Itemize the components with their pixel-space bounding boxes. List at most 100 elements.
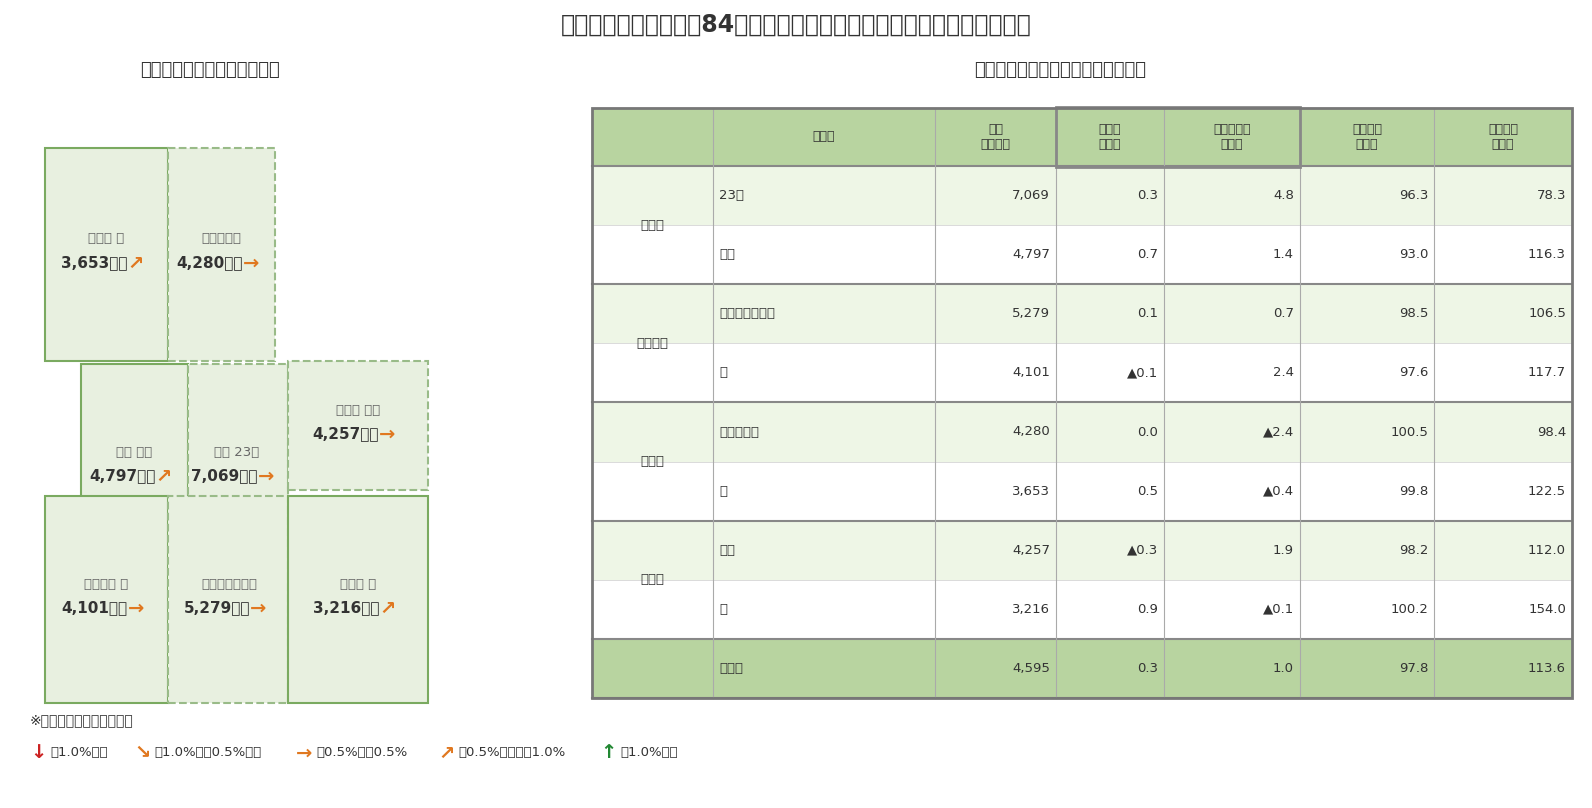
Text: →: →: [379, 424, 395, 444]
Bar: [167, 496, 288, 703]
Text: 東京 23区: 東京 23区: [213, 445, 259, 458]
Bar: [592, 402, 1571, 461]
Text: ↗: ↗: [156, 466, 172, 486]
Text: 0.5: 0.5: [1137, 485, 1157, 498]
Bar: [592, 580, 1571, 639]
Text: 前年同月比
（％）: 前年同月比 （％）: [1213, 123, 1251, 151]
Text: 113.6: 113.6: [1528, 662, 1567, 675]
Text: 0.3: 0.3: [1137, 662, 1157, 675]
Text: 0.7: 0.7: [1274, 307, 1294, 320]
Text: ↗: ↗: [438, 743, 455, 763]
Text: 埼玉県 他: 埼玉県 他: [89, 233, 124, 246]
Text: 西部: 西部: [720, 544, 736, 557]
Text: ▲0.3: ▲0.3: [1127, 544, 1157, 557]
Text: 122.5: 122.5: [1528, 485, 1567, 498]
Text: 土地面積
（㎡）: 土地面積 （㎡）: [1489, 123, 1519, 151]
Text: 4,280万円: 4,280万円: [177, 255, 242, 271]
Text: 100.2: 100.2: [1390, 603, 1428, 616]
Text: 他: 他: [720, 366, 728, 380]
Text: さいたま市: さいたま市: [720, 426, 759, 439]
Bar: [592, 343, 1571, 402]
Text: 106.5: 106.5: [1528, 307, 1567, 320]
Text: ▲0.1: ▲0.1: [1262, 603, 1294, 616]
Text: 97.8: 97.8: [1399, 662, 1428, 675]
Bar: [45, 496, 167, 703]
Text: ↗: ↗: [127, 254, 145, 272]
Text: 首都國: 首都國: [720, 662, 743, 675]
Bar: [592, 108, 1571, 698]
Bar: [167, 148, 275, 361]
Text: 建物面積
（㎡）: 建物面積 （㎡）: [1352, 123, 1382, 151]
Text: 96.3: 96.3: [1399, 189, 1428, 202]
Text: ▲2.4: ▲2.4: [1262, 426, 1294, 439]
Bar: [592, 461, 1571, 520]
Bar: [288, 496, 428, 703]
Text: 99.8: 99.8: [1399, 485, 1428, 498]
Text: 4,280: 4,280: [1013, 426, 1051, 439]
Text: エリア: エリア: [814, 131, 836, 144]
Text: ※矢印は前月からの変化率: ※矢印は前月からの変化率: [30, 713, 134, 727]
Bar: [188, 364, 288, 571]
Text: 7,069: 7,069: [1013, 189, 1051, 202]
Text: ＋0.5%以上～＋1.0%: ＋0.5%以上～＋1.0%: [458, 747, 565, 760]
Text: 112.0: 112.0: [1528, 544, 1567, 557]
Text: ↑: ↑: [600, 743, 616, 763]
Text: 4,257: 4,257: [1013, 544, 1051, 557]
Text: ＜　新築戸建　首都圈84エリアにおける価格・建物面積・土地面積　＞: ＜ 新築戸建 首都圈84エリアにおける価格・建物面積・土地面積 ＞: [560, 13, 1032, 37]
Text: 1.0: 1.0: [1274, 662, 1294, 675]
Text: 154.0: 154.0: [1528, 603, 1567, 616]
Bar: [592, 225, 1571, 284]
Text: 2.4: 2.4: [1274, 366, 1294, 380]
Text: 都下: 都下: [720, 248, 736, 261]
Text: 平均価格と前月からの変化率: 平均価格と前月からの変化率: [140, 61, 280, 79]
Text: 97.6: 97.6: [1399, 366, 1428, 380]
Text: 3,653: 3,653: [1013, 485, 1051, 498]
Text: 4,257万円: 4,257万円: [312, 427, 379, 441]
Text: ▲0.1: ▲0.1: [1127, 366, 1157, 380]
Text: 千葉県 他: 千葉県 他: [339, 578, 376, 591]
Text: 5,279万円: 5,279万円: [183, 600, 250, 616]
Bar: [592, 639, 1571, 698]
Text: 7,069万円: 7,069万円: [191, 469, 258, 483]
Text: 千葉県 西部: 千葉県 西部: [336, 403, 380, 416]
Text: 横浜市・川崎市: 横浜市・川崎市: [720, 307, 775, 320]
Text: 4.8: 4.8: [1274, 189, 1294, 202]
Bar: [592, 520, 1571, 580]
Text: ↓: ↓: [30, 743, 46, 763]
Text: 3,653万円: 3,653万円: [60, 255, 127, 271]
Text: 98.5: 98.5: [1399, 307, 1428, 320]
Text: ＋1.0%以上: ＋1.0%以上: [619, 747, 678, 760]
Text: 3,216: 3,216: [1013, 603, 1051, 616]
Text: →: →: [242, 254, 259, 272]
Bar: [81, 364, 188, 571]
Text: 他: 他: [720, 485, 728, 498]
Text: 3,216万円: 3,216万円: [312, 600, 379, 616]
Text: ↘: ↘: [134, 743, 151, 763]
Text: 98.4: 98.4: [1536, 426, 1567, 439]
Text: 23区: 23区: [720, 189, 743, 202]
Text: 0.0: 0.0: [1137, 426, 1157, 439]
Text: 1.4: 1.4: [1274, 248, 1294, 261]
Text: 4,101: 4,101: [1013, 366, 1051, 380]
Text: 98.2: 98.2: [1399, 544, 1428, 557]
Text: 横浜市・川崎市: 横浜市・川崎市: [201, 578, 256, 591]
Text: 東京 都下: 東京 都下: [116, 445, 153, 458]
Bar: [592, 284, 1571, 343]
Text: 5,279: 5,279: [1013, 307, 1051, 320]
Text: －0.5%～＋0.5%: －0.5%～＋0.5%: [315, 747, 408, 760]
Text: 0.9: 0.9: [1137, 603, 1157, 616]
Bar: [45, 148, 167, 361]
Text: さいたま市: さいたま市: [201, 233, 242, 246]
Text: 4,101万円: 4,101万円: [62, 600, 127, 616]
Text: →: →: [250, 599, 266, 617]
Text: 4,797: 4,797: [1013, 248, 1051, 261]
Text: －1.0%～－0.5%以下: －1.0%～－0.5%以下: [154, 747, 261, 760]
Text: 価格
（万円）: 価格 （万円）: [981, 123, 1011, 151]
Text: →: →: [127, 599, 145, 617]
Text: 1.9: 1.9: [1274, 544, 1294, 557]
Text: ▲0.4: ▲0.4: [1262, 485, 1294, 498]
Bar: [592, 108, 1571, 166]
Text: →: →: [258, 466, 274, 486]
Text: 神奈川県: 神奈川県: [637, 337, 669, 350]
Text: 0.1: 0.1: [1137, 307, 1157, 320]
